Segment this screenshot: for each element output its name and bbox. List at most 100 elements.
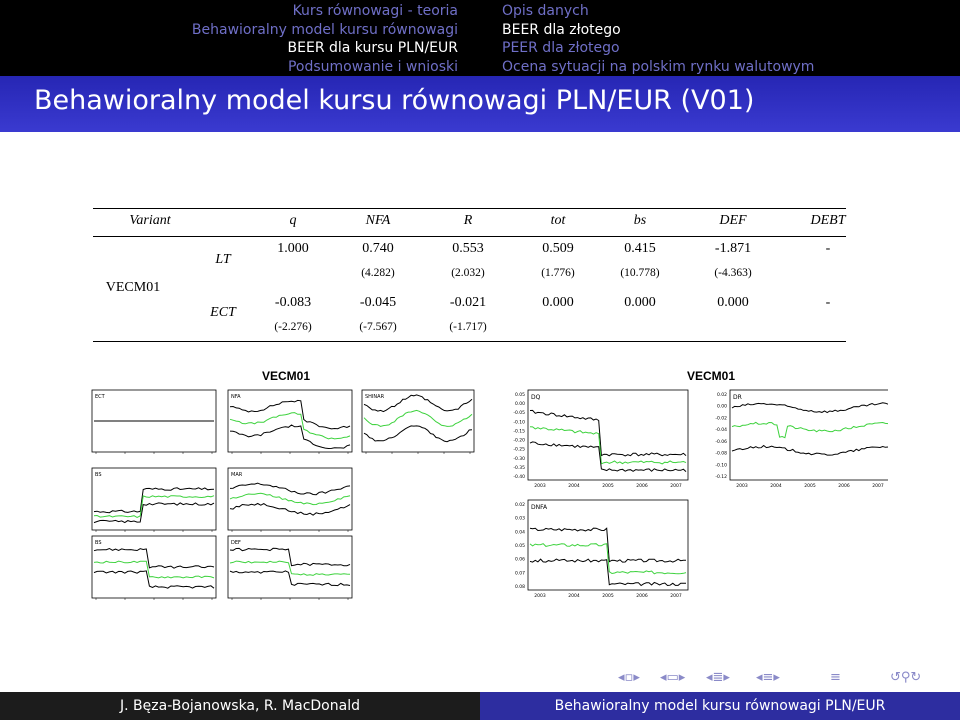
- section-list-left: Kurs równowagi - teoria Behawioralny mode…: [192, 2, 458, 76]
- y-tick-label: 0.05: [515, 543, 525, 549]
- nav-section-1[interactable]: Behawioralny model kursu równowagi: [191, 21, 458, 38]
- coefficient-cell: -: [825, 295, 831, 310]
- mini-plot-frame: [361, 389, 475, 453]
- y-tick-label: -0.10: [715, 462, 727, 468]
- series-line: [229, 424, 351, 450]
- series-line: [229, 547, 351, 567]
- y-tick-label: -0.08: [715, 451, 727, 457]
- middle-chart-svg: SHINAR: [361, 389, 475, 454]
- series-line: [93, 487, 215, 514]
- table-header-cell: bs: [633, 213, 647, 228]
- right-chart-title: VECM01: [687, 369, 735, 383]
- series-line: [229, 412, 351, 440]
- section-navigation-bar: Kurs równowagi - teoria Behawioralny mode…: [0, 0, 960, 76]
- series-line: [229, 560, 351, 576]
- y-tick-label: 0.04: [515, 529, 525, 535]
- y-tick-label: -0.05: [513, 410, 525, 416]
- plot-label: DQ: [531, 394, 541, 401]
- coefficient-cell: -: [825, 241, 831, 256]
- x-tick-label: 2003: [736, 483, 748, 489]
- table-header-cell: DEBT: [810, 213, 846, 228]
- series-line: [529, 426, 687, 465]
- table-rule: [93, 208, 846, 209]
- series-line: [229, 492, 351, 506]
- row-label: ECT: [210, 305, 236, 320]
- mini-plot-label: MAR: [231, 472, 243, 478]
- coefficient-cell: 0.553: [452, 241, 484, 256]
- variant-label: VECM01: [105, 280, 161, 295]
- table-rule: [93, 236, 846, 237]
- y-tick-label: 0.06: [515, 557, 525, 563]
- nav-frame-icon[interactable]: ◂▭▸: [660, 670, 686, 685]
- nav-section-2[interactable]: BEER dla kursu PLN/EUR: [287, 40, 458, 56]
- x-tick-label: 2003: [534, 593, 546, 599]
- x-tick-label: 2006: [636, 593, 648, 599]
- series-line: [731, 402, 888, 414]
- series-line: [93, 547, 215, 569]
- coefficient-cell: -0.045: [359, 295, 397, 310]
- series-line: [529, 558, 686, 587]
- right-chart-svg: VECM01 DQ 0.05 0.00 -0.05 -0.10 -0.15 -0.20 -0.2…: [513, 369, 888, 599]
- series-line: [229, 502, 351, 516]
- middle-chart-panel: SHINAR: [360, 388, 478, 458]
- nav-subsection-2[interactable]: PEER dla złotego: [502, 40, 620, 56]
- plot-label: DNFA: [531, 504, 548, 511]
- series-line: [731, 444, 888, 456]
- mini-plot-label: BS: [95, 472, 102, 478]
- mini-plot-label: DEF: [231, 540, 241, 546]
- coefficient-cell: 0.415: [624, 241, 656, 256]
- series-line: [363, 394, 473, 413]
- series-line: [229, 570, 351, 587]
- table-header-cell: NFA: [365, 213, 391, 228]
- footer-title: Behawioralny model kursu równowagi PLN/E…: [480, 692, 960, 720]
- t-stat-cell: (10.778): [620, 267, 660, 279]
- table-header-cell: R: [463, 213, 473, 228]
- plot-frame: [527, 389, 689, 481]
- t-stat-cell: (-1.717): [449, 321, 487, 333]
- coefficient-cell: -1.871: [714, 241, 752, 256]
- x-tick-label: 2007: [670, 593, 682, 599]
- coefficient-cell: 0.000: [624, 295, 656, 310]
- nav-section-3[interactable]: Podsumowanie i wnioski: [287, 58, 458, 75]
- nav-subsection-icon[interactable]: ◂≡▸: [756, 670, 780, 685]
- x-tick-label: 2004: [770, 483, 782, 489]
- y-tick-label: -0.10: [513, 419, 525, 425]
- frame-title-bar: Behawioralny model kursu równowagi PLN/E…: [0, 76, 960, 132]
- y-tick-label: 0.05: [515, 392, 525, 398]
- y-tick-label: 0.02: [515, 502, 525, 508]
- y-tick-label: -0.20: [513, 438, 525, 444]
- y-tick-label: 0.07: [515, 570, 525, 576]
- t-stat-cell: (4.282): [361, 267, 395, 279]
- x-tick-label: 2006: [636, 483, 648, 489]
- nav-first-icon[interactable]: ◂▫▸: [618, 670, 640, 685]
- nav-search-icon[interactable]: ↺⚲↻: [890, 670, 922, 685]
- table-header-cell: q: [289, 213, 297, 228]
- x-tick-label: 2004: [568, 483, 580, 489]
- subsection-list-right: Opis danych BEER dla złotego PEER dla złot…: [502, 2, 814, 76]
- right-chart-panel: VECM01 DQ 0.05 0.00 -0.05 -0.10 -0.15 -0.20 -0.2…: [508, 368, 888, 608]
- mini-plot-frame: [227, 467, 353, 531]
- mini-plot-frame: [227, 389, 353, 453]
- coefficient-cell: 0.509: [542, 241, 574, 256]
- y-tick-label: 0.00: [717, 404, 727, 410]
- nav-section-icon[interactable]: ◂≣▸: [706, 670, 730, 685]
- table-header-cell: Variant: [129, 213, 171, 228]
- nav-section-0[interactable]: Kurs równowagi - teoria: [292, 3, 458, 19]
- nav-subsection-0[interactable]: Opis danych: [502, 3, 589, 19]
- nav-subsection-3[interactable]: Ocena sytuacji na polskim rynku walutowy…: [502, 58, 815, 75]
- nav-subsection-1[interactable]: BEER dla złotego: [502, 21, 621, 38]
- y-tick-label: -0.04: [715, 427, 727, 433]
- series-line: [93, 495, 215, 518]
- x-tick-label: 2006: [838, 483, 850, 489]
- series-line: [529, 543, 687, 575]
- left-chart-title: VECM01: [262, 369, 310, 383]
- series-line: [93, 502, 215, 524]
- nav-align-icon[interactable]: ≡: [830, 670, 841, 685]
- row-label: LT: [215, 252, 231, 267]
- plot-label: DR: [733, 394, 742, 401]
- table-header-cell: tot: [550, 213, 566, 228]
- x-tick-label: 2004: [568, 593, 580, 599]
- coefficient-cell: -0.021: [449, 295, 487, 310]
- table-header-cell: DEF: [719, 213, 747, 228]
